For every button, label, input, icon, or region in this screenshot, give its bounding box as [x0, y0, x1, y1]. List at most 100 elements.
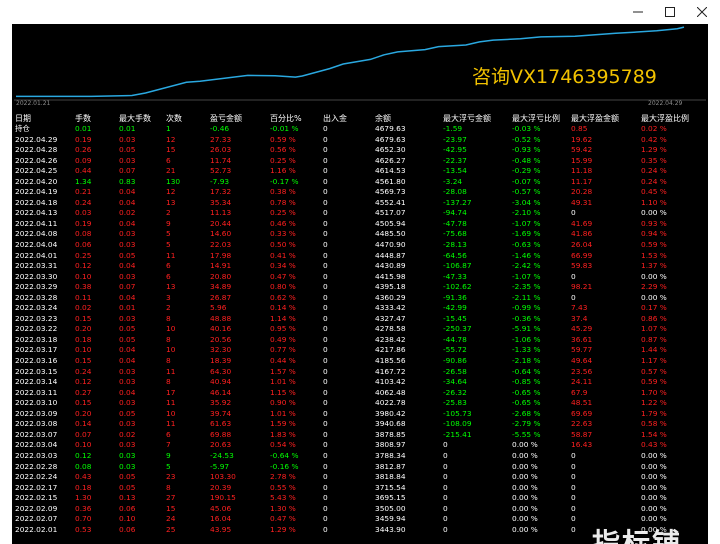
cell-lots: 0.07 — [75, 429, 92, 439]
cell-max-float-profit: 66.99 — [571, 250, 593, 260]
cell-max-float-profit-pct: 1.70 % — [641, 387, 667, 397]
cell-percent: -0.17 % — [270, 176, 299, 186]
cell-count: 17 — [166, 387, 176, 397]
cell-count: 9 — [166, 450, 171, 460]
cell-lots: 0.08 — [75, 461, 92, 471]
minimize-icon — [633, 11, 643, 13]
cell-max-float-profit-pct: 0.94 % — [641, 229, 667, 239]
cell-date: 2022.03.23 — [15, 313, 58, 323]
cell-max-float-loss: -250.37 — [443, 324, 472, 334]
cell-max-float-loss-pct: 0.00 % — [512, 472, 538, 482]
cell-date: 2022.04.08 — [15, 229, 58, 239]
cell-count: 13 — [166, 282, 176, 292]
cell-max-float-profit-pct: 0.24 % — [641, 166, 667, 176]
cell-max-float-profit-pct: 1.53 % — [641, 250, 667, 260]
cell-max-float-profit-pct: 0.00 % — [641, 503, 667, 513]
cell-max-float-loss: -28.08 — [443, 187, 467, 197]
cell-deposit: 0 — [323, 482, 328, 492]
cell-deposit: 0 — [323, 208, 328, 218]
cell-percent: 1.01 % — [270, 408, 296, 418]
daily-report-table: 日期 手数 最大手数 次数 盈亏金额 百分比% 出入金 余额 最大浮亏金额 最大浮亏比例 最大浮盈金… — [12, 113, 708, 535]
table-row: 2022.02.15 1.30 0.13 27 190.15 5.43 % 0 3695.15… — [12, 493, 708, 504]
cell-max-float-loss-pct: -0.99 % — [512, 303, 541, 313]
cell-date: 2022.03.07 — [15, 429, 58, 439]
cell-max-float-profit: 23.56 — [571, 366, 593, 376]
cell-max-float-profit-pct: 0.59 % — [641, 240, 667, 250]
minimize-button[interactable] — [624, 2, 652, 22]
cell-max-lots: 0.05 — [119, 145, 136, 155]
cell-percent: 0.78 % — [270, 197, 296, 207]
cell-max-float-profit: 67.9 — [571, 387, 588, 397]
cell-pnl: 43.95 — [210, 524, 232, 534]
cell-max-float-profit: 26.04 — [571, 240, 593, 250]
header-count: 次数 — [166, 114, 182, 123]
maximize-button[interactable] — [656, 2, 684, 22]
cell-lots: 0.14 — [75, 419, 92, 429]
cell-max-float-profit-pct: 0.57 % — [641, 366, 667, 376]
cell-max-lots: 0.06 — [119, 524, 136, 534]
cell-count: 15 — [166, 503, 176, 513]
cell-deposit: 0 — [323, 524, 328, 534]
table-row: 2022.03.16 0.15 0.04 8 18.39 0.44 % 0 4185.56 -9… — [12, 356, 708, 367]
cell-max-float-profit-pct: 0.42 % — [641, 134, 667, 144]
cell-balance: 4552.41 — [375, 197, 406, 207]
table-row: 2022.04.13 0.03 0.02 2 11.13 0.25 % 0 4517.07 -9… — [12, 208, 708, 219]
cell-max-float-loss: 0 — [443, 503, 448, 513]
cell-max-float-loss-pct: -0.36 % — [512, 313, 541, 323]
cell-balance: 4360.29 — [375, 292, 406, 302]
table-row: 2022.03.31 0.12 0.04 6 14.91 0.34 % 0 4430.89 -1… — [12, 261, 708, 272]
cell-percent: 0.33 % — [270, 229, 296, 239]
close-button[interactable] — [688, 2, 716, 22]
cell-max-lots: 0.05 — [119, 334, 136, 344]
cell-balance: 3818.84 — [375, 472, 406, 482]
cell-date: 2022.04.20 — [15, 176, 58, 186]
cell-deposit: 0 — [323, 197, 328, 207]
cell-percent: 0.50 % — [270, 240, 296, 250]
cell-pnl: 20.39 — [210, 482, 232, 492]
cell-balance: 4569.73 — [375, 187, 406, 197]
table-row: 2022.03.08 0.14 0.03 11 61.63 1.59 % 0 3940.68 -… — [12, 419, 708, 430]
cell-balance: 4062.48 — [375, 387, 406, 397]
cell-max-float-loss: -13.54 — [443, 166, 467, 176]
cell-lots: 0.18 — [75, 482, 92, 492]
cell-date: 2022.02.01 — [15, 524, 58, 534]
cell-percent: 0.77 % — [270, 345, 296, 355]
table-row: 2022.04.18 0.24 0.04 13 35.34 0.78 % 0 4552.41 -… — [12, 198, 708, 209]
cell-pnl: 69.88 — [210, 429, 232, 439]
cell-max-float-loss-pct: 0.00 % — [512, 493, 538, 503]
header-max-float-profit: 最大浮盈金额 — [571, 114, 619, 123]
cell-deposit: 0 — [323, 240, 328, 250]
cell-max-float-loss-pct: -0.85 % — [512, 377, 541, 387]
cell-pnl: 32.30 — [210, 345, 232, 355]
cell-max-float-loss-pct: -0.03 % — [512, 124, 541, 133]
cell-deposit: 0 — [323, 134, 328, 144]
cell-max-float-loss-pct: -2.11 % — [512, 292, 541, 302]
cell-pnl: 11.13 — [210, 208, 232, 218]
cell-pnl: 61.63 — [210, 419, 232, 429]
cell-pnl: 35.92 — [210, 398, 232, 408]
cell-max-lots: 0.03 — [119, 313, 136, 323]
cell-deposit: 0 — [323, 514, 328, 524]
cell-max-float-loss-pct: -0.63 % — [512, 240, 541, 250]
cell-count: 13 — [166, 197, 176, 207]
cell-balance: 4470.90 — [375, 240, 406, 250]
cell-max-lots: 0.04 — [119, 345, 136, 355]
cell-max-float-profit-pct: 0.00 % — [641, 450, 667, 460]
cell-max-float-loss: -26.32 — [443, 387, 467, 397]
cell-max-lots: 0.03 — [119, 366, 136, 376]
cell-lots: 0.43 — [75, 472, 92, 482]
cell-max-float-profit-pct: 0.58 % — [641, 419, 667, 429]
cell-max-float-profit-pct: 1.10 % — [641, 197, 667, 207]
cell-max-float-loss: -34.64 — [443, 377, 467, 387]
cell-max-float-profit-pct: 1.29 % — [641, 145, 667, 155]
header-deposit: 出入金 — [323, 114, 347, 123]
cell-date: 2022.03.31 — [15, 261, 58, 271]
cell-balance: 3808.97 — [375, 440, 406, 450]
cell-count: 5 — [166, 461, 171, 471]
cell-deposit: 0 — [323, 356, 328, 366]
cell-count: 11 — [166, 366, 176, 376]
cell-balance: 4333.42 — [375, 303, 406, 313]
table-row: 2022.03.15 0.24 0.03 11 64.30 1.57 % 0 4167.72 -… — [12, 367, 708, 378]
header-percent: 百分比% — [270, 114, 302, 123]
cell-count: 7 — [166, 440, 171, 450]
